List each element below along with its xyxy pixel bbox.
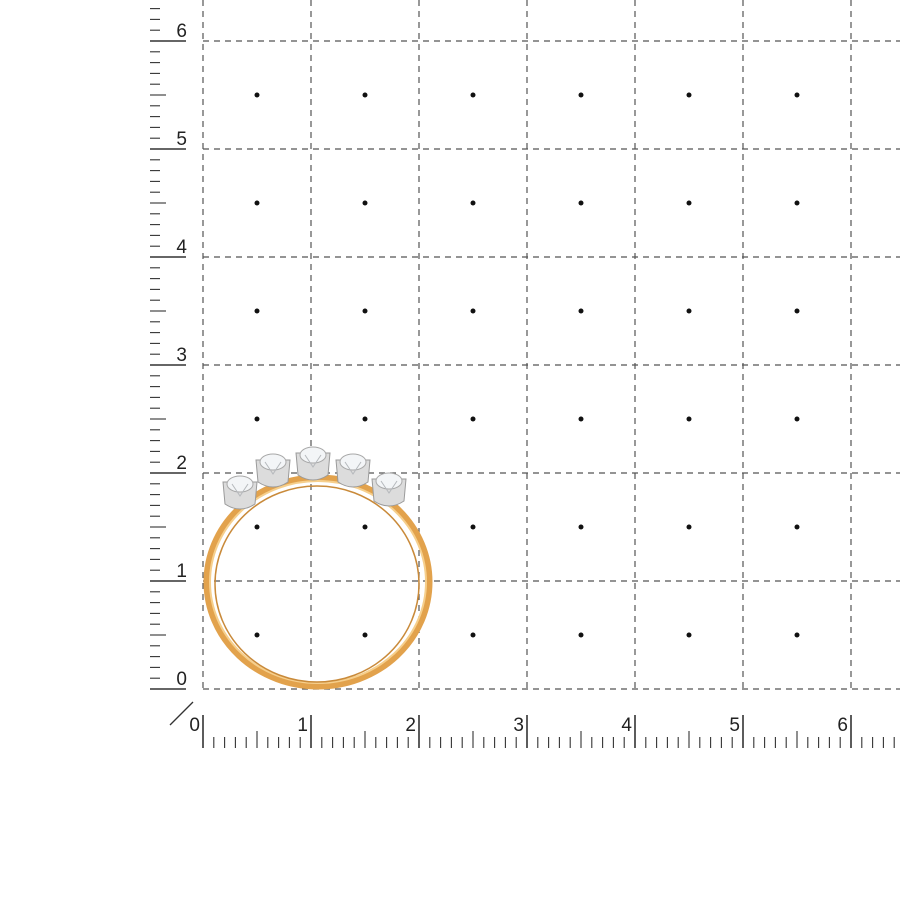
grid-dot <box>470 308 476 314</box>
grid-dot <box>254 308 260 314</box>
grid-dot <box>254 632 260 638</box>
grid-dot <box>470 200 476 206</box>
grid-dots <box>254 92 800 638</box>
grid-dot <box>470 416 476 422</box>
grid-dot <box>686 92 692 98</box>
x-tick-label: 1 <box>297 715 308 736</box>
grid-dot <box>362 632 368 638</box>
stone-setting <box>222 475 258 510</box>
stone-setting <box>371 472 407 507</box>
grid-dot <box>254 200 260 206</box>
grid-dot <box>578 632 584 638</box>
stone-setting <box>335 453 371 488</box>
ring-image <box>203 446 433 690</box>
x-tick-label: 0 <box>189 715 200 736</box>
grid-dot <box>794 92 800 98</box>
y-tick-label: 4 <box>176 237 187 258</box>
grid-dot <box>794 632 800 638</box>
x-ruler: 0 1 2 3 4 5 6 <box>189 715 895 748</box>
grid-dot <box>362 416 368 422</box>
x-tick-label: 6 <box>837 715 848 736</box>
ring-stones <box>222 446 407 510</box>
dashed-grid <box>202 0 900 690</box>
y-tick-label: 0 <box>176 669 187 690</box>
grid-dot <box>470 92 476 98</box>
x-tick-label: 2 <box>405 715 416 736</box>
grid-dot <box>686 308 692 314</box>
grid-dot <box>794 416 800 422</box>
y-ruler: 0 1 2 3 4 5 6 <box>150 8 187 690</box>
stone-setting <box>295 446 331 481</box>
grid-dot <box>362 200 368 206</box>
y-tick-label: 1 <box>176 561 187 582</box>
grid-dot <box>686 200 692 206</box>
grid-dot <box>362 92 368 98</box>
x-tick-label: 3 <box>513 715 524 736</box>
grid-dot <box>794 200 800 206</box>
y-tick-label: 2 <box>176 453 187 474</box>
grid-dot <box>254 524 260 530</box>
stone-setting <box>255 453 291 488</box>
grid-dot <box>794 308 800 314</box>
grid-dot <box>686 416 692 422</box>
grid-dot <box>578 200 584 206</box>
ring-band-inner <box>214 485 420 683</box>
grid-dot <box>470 632 476 638</box>
ring-band-highlight <box>209 480 427 684</box>
x-tick-label: 4 <box>621 715 632 736</box>
grid-dot <box>470 524 476 530</box>
grid-dot <box>578 524 584 530</box>
grid-dot <box>254 416 260 422</box>
x-tick-label: 5 <box>729 715 740 736</box>
grid-dot <box>686 632 692 638</box>
y-tick-label: 6 <box>176 21 187 42</box>
grid-dot <box>794 524 800 530</box>
y-tick-label: 5 <box>176 129 187 150</box>
grid-dot <box>362 308 368 314</box>
grid-dot <box>578 92 584 98</box>
grid-dot <box>686 524 692 530</box>
origin-slash <box>169 701 194 726</box>
y-tick-label: 3 <box>176 345 187 366</box>
grid-dot <box>578 308 584 314</box>
grid-dot <box>254 92 260 98</box>
grid-dot <box>362 524 368 530</box>
grid-dot <box>578 416 584 422</box>
